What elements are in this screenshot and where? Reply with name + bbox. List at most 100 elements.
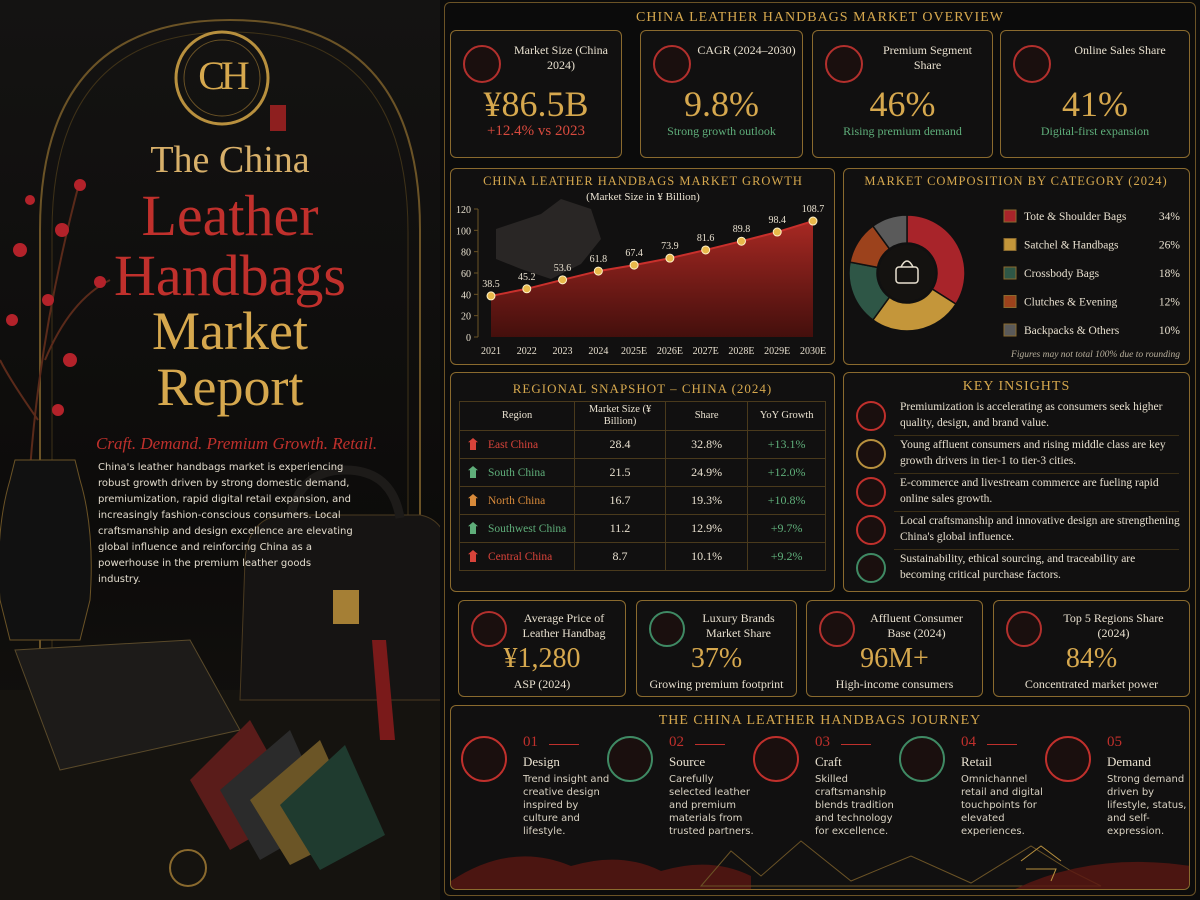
- x-tick-label: 2026E: [657, 346, 683, 357]
- region-icon: [468, 438, 478, 450]
- step-text: Skilled craftsmanship blends tradition a…: [815, 774, 894, 837]
- table-cell: +12.0%: [747, 458, 826, 487]
- report-title-line: Market: [152, 301, 308, 361]
- x-tick-label: 2028E: [728, 346, 754, 357]
- kpi-icon: [825, 45, 863, 83]
- kpi-label: CAGR (2024–2030): [697, 43, 796, 57]
- step-icon: [753, 736, 799, 782]
- table-text: 19.3%: [691, 493, 723, 507]
- x-tick-label: 2023: [553, 346, 573, 357]
- step-icon: [461, 736, 507, 782]
- description: China's leather handbags market is exper…: [98, 462, 353, 585]
- x-tick-label: 2021: [481, 346, 501, 357]
- table-text: +12.0%: [767, 465, 806, 479]
- chart-subtitle: (Market Size in ¥ Billion): [586, 191, 700, 203]
- table-cell: East China: [458, 430, 576, 459]
- journey-panel: THE CHINA LEATHER HANDBAGS JOURNEY 01 Des…: [450, 705, 1190, 890]
- point: [701, 245, 711, 255]
- kpi-label: Affluent Consumer Base (2024): [870, 611, 963, 640]
- table-cell: 21.5: [574, 458, 666, 487]
- step-number: 04: [961, 734, 976, 750]
- step-number: 02: [669, 734, 684, 750]
- table-row: North China 16.7 19.3% +10.8%: [458, 486, 826, 515]
- table-header: Region: [458, 401, 576, 431]
- right-panel: [444, 2, 1196, 896]
- insight-divider: [894, 473, 1179, 474]
- y-tick-label: 40: [461, 290, 471, 301]
- kpi-value: 37%: [690, 643, 743, 674]
- step-text: Omnichannel retail and digital touchpoin…: [961, 774, 1043, 837]
- table-header: Market Size (¥ Billion): [574, 401, 666, 431]
- overview-title: CHINA LEATHER HANDBAGS MARKET OVERVIEW: [636, 10, 1004, 25]
- region-icon: [468, 522, 478, 534]
- bag-handle: [900, 260, 914, 268]
- y-tick-label: 120: [456, 205, 471, 216]
- step-arrow: [841, 744, 871, 745]
- point: [629, 260, 639, 270]
- x-tick-label: 2024: [588, 346, 608, 357]
- value-label: 98.4: [768, 215, 786, 226]
- table-cell: 19.3%: [664, 486, 749, 515]
- legend-swatch: [1003, 238, 1017, 251]
- x-tick-label: 2025E: [621, 346, 647, 357]
- legend-value: 34%: [1159, 211, 1181, 223]
- chart-title: CHINA LEATHER HANDBAGS MARKET GROWTH: [483, 174, 803, 188]
- y-tick-label: 20: [461, 312, 471, 323]
- kpi-note: Strong growth outlook: [667, 124, 776, 138]
- left-decoration: [0, 18, 440, 900]
- kpi-icon: [463, 45, 501, 83]
- table-text: Southwest China: [488, 523, 567, 535]
- step-arrow: [695, 744, 725, 745]
- legend-swatch: [1003, 323, 1017, 337]
- legend-label: Tote & Shoulder Bags: [1024, 211, 1127, 223]
- kpi-icon: [649, 611, 685, 647]
- left-panel: CH The China Leather Handbags Market Rep…: [0, 0, 440, 900]
- table-text: Central China: [488, 551, 553, 563]
- regional-table: Region Market Size (¥ Billion) Share YoY Gr…: [458, 401, 826, 571]
- step-title: Craft: [815, 754, 842, 769]
- growth-chart: CHINA LEATHER HANDBAGS MARKET GROWTH (Mar…: [456, 174, 826, 357]
- table-cell: +10.8%: [747, 486, 826, 515]
- step-title: Source: [669, 754, 706, 769]
- region-icon: [468, 494, 478, 506]
- kpi-value: 9.8%: [684, 84, 759, 124]
- report-title-line: Leather: [141, 183, 319, 248]
- point: [808, 216, 818, 226]
- legend-label: Clutches & Evening: [1024, 297, 1118, 309]
- value-label: 53.6: [554, 263, 572, 274]
- point: [593, 266, 603, 276]
- donut-slice: [871, 214, 908, 250]
- step-icon: [607, 736, 653, 782]
- line: [490, 220, 814, 297]
- kpi-value: 41%: [1062, 84, 1128, 124]
- table-text: 24.9%: [691, 465, 723, 479]
- table-cell: +9.2%: [747, 542, 826, 571]
- kpi-note: Concentrated market power: [1024, 677, 1159, 691]
- table-row: East China 28.4 32.8% +13.1%: [458, 430, 826, 459]
- kpi-icon: [1013, 45, 1051, 83]
- kpi-card: Top 5 Regions Share (2024) 84% Concentrate…: [993, 600, 1190, 697]
- kpi-card: Premium Segment Share 46% Rising premium d…: [812, 30, 993, 158]
- step-text: Strong demand driven by lifestyle, statu…: [1107, 774, 1187, 837]
- kpi-label: Premium Segment Share: [883, 43, 972, 72]
- insight-icon: [856, 439, 886, 469]
- value-label: 67.4: [625, 248, 643, 259]
- value-label: 45.2: [518, 272, 536, 283]
- regional-table-panel: REGIONAL SNAPSHOT – CHINA (2024) Region M…: [450, 372, 835, 592]
- donut-slice: [906, 214, 966, 306]
- insight-icon: [856, 401, 886, 431]
- insight-text: E-commerce and livestream commerce are f…: [900, 477, 1159, 505]
- insight-divider: [894, 549, 1179, 550]
- value-label: 73.9: [661, 241, 679, 252]
- insight-text: Young affluent consumers and rising midd…: [900, 439, 1166, 467]
- kpi-card: Market Size (China 2024) ¥86.5B +12.4% vs …: [450, 30, 622, 158]
- y-tick-label: 100: [456, 226, 471, 237]
- insight-divider: [894, 435, 1179, 436]
- table-text: 11.2: [609, 521, 631, 535]
- insight-text: Local craftsmanship and innovative desig…: [900, 515, 1180, 543]
- kpi-icon: [819, 611, 855, 647]
- point: [486, 291, 496, 301]
- kpi-note: +12.4% vs 2023: [486, 123, 586, 139]
- legend-label: Backpacks & Others: [1024, 325, 1120, 337]
- table-cell: 32.8%: [664, 430, 749, 459]
